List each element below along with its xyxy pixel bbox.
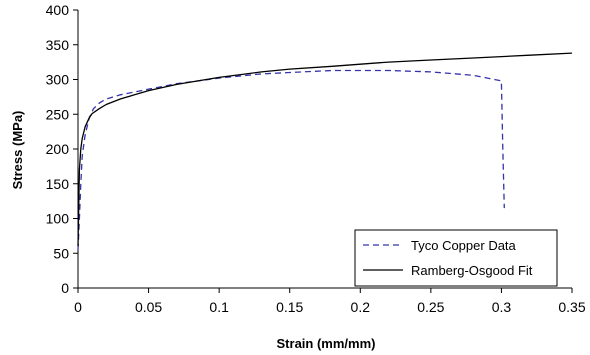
x-tick-label: 0.25 bbox=[417, 299, 444, 315]
x-tick-label: 0.3 bbox=[492, 299, 512, 315]
legend-label-ramberg-osgood: Ramberg-Osgood Fit bbox=[411, 263, 533, 278]
x-tick-label: 0 bbox=[74, 299, 82, 315]
legend-box bbox=[354, 229, 558, 287]
y-tick-label: 300 bbox=[46, 72, 70, 88]
y-tick-label: 400 bbox=[46, 2, 70, 18]
series-lines bbox=[77, 52, 573, 250]
y-tick-label: 0 bbox=[61, 280, 69, 296]
y-tick-label: 50 bbox=[53, 245, 69, 261]
series-line-tyco-copper bbox=[77, 69, 505, 250]
y-tick-label: 100 bbox=[46, 211, 70, 227]
x-tick-label: 0.1 bbox=[209, 299, 229, 315]
y-tick-label: 200 bbox=[46, 141, 70, 157]
y-axis-title: Stress (MPa) bbox=[10, 111, 25, 190]
y-tick-label: 350 bbox=[46, 37, 70, 53]
series-line-ramberg-osgood bbox=[77, 52, 573, 247]
y-tick-label: 250 bbox=[46, 106, 70, 122]
legend: Tyco Copper Data Ramberg-Osgood Fit bbox=[354, 229, 558, 287]
tick-marks: 0 50 100 150 200 250 300 350 400 0 0.05 0.1 0.15 0.2 0… bbox=[46, 2, 586, 315]
legend-label-tyco: Tyco Copper Data bbox=[411, 238, 517, 253]
x-tick-label: 0.05 bbox=[135, 299, 162, 315]
x-tick-label: 0.35 bbox=[558, 299, 585, 315]
y-tick-label: 150 bbox=[46, 176, 70, 192]
x-tick-label: 0.2 bbox=[351, 299, 371, 315]
x-tick-label: 0.15 bbox=[276, 299, 303, 315]
x-axis-title: Strain (mm/mm) bbox=[277, 336, 376, 351]
